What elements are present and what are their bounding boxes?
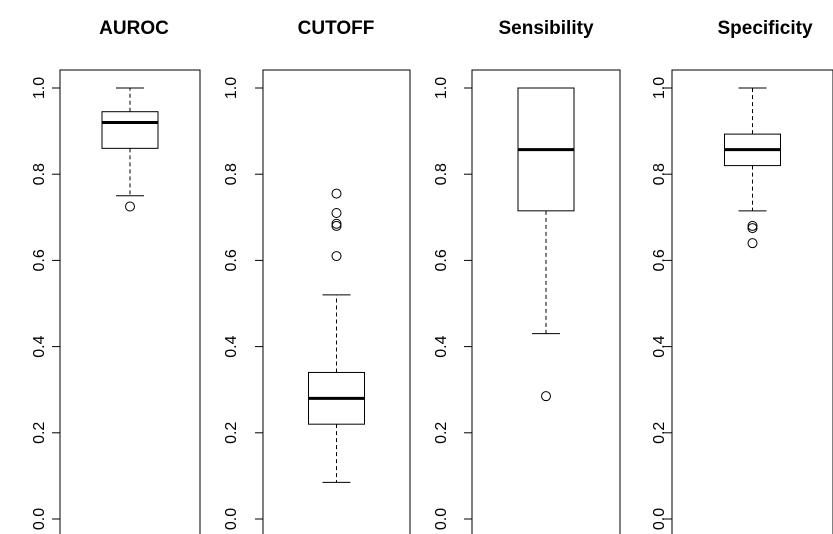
y-tick-label: 0.6 xyxy=(223,249,240,271)
outlier-point xyxy=(331,251,342,262)
outlier-point xyxy=(331,207,342,218)
y-tick-label: 0.2 xyxy=(223,422,240,444)
y-tick-label: 0.8 xyxy=(433,163,450,185)
y-tick-label: 0.6 xyxy=(651,249,668,271)
y-tick-label: 0.4 xyxy=(433,335,450,357)
outlier-point xyxy=(747,220,758,231)
outlier-point xyxy=(747,223,758,234)
outlier-point xyxy=(541,391,551,402)
panel-sensibility: Sensibility 0.0 0.2 0.4 0.6 0.8 1.0 xyxy=(433,18,621,534)
chart-title: Sensibility xyxy=(498,18,593,39)
y-tick-label: 0.2 xyxy=(651,422,668,444)
outlier-point xyxy=(331,220,342,231)
y-tick-label: 1.0 xyxy=(651,77,668,99)
iqr-box xyxy=(101,111,159,149)
y-tick-label: 0.4 xyxy=(223,335,240,357)
panel-auroc: AUROC 0.0 0.2 0.4 0.6 0.8 1.0 xyxy=(31,18,201,534)
plot-frame xyxy=(671,69,833,534)
y-tick-label: 0.4 xyxy=(651,335,668,357)
plot-frame xyxy=(471,69,621,534)
chart-title: AUROC xyxy=(99,18,169,39)
y-tick-label: 0.2 xyxy=(31,422,48,444)
y-tick-label: 0.8 xyxy=(31,163,48,185)
panel-specificity: Specificity 0.0 0.2 0.4 0.6 0.8 1.0 xyxy=(651,18,833,534)
plot-frame xyxy=(262,69,411,534)
y-tick-label: 0.0 xyxy=(651,508,668,530)
y-tick-label: 0.8 xyxy=(223,163,240,185)
outlier-point xyxy=(125,201,135,212)
y-tick-label: 1.0 xyxy=(223,77,240,99)
outlier-point xyxy=(331,188,342,199)
y-tick-label: 1.0 xyxy=(433,77,450,99)
outlier-point xyxy=(747,238,758,249)
chart-title: Specificity xyxy=(717,18,812,39)
chart-title: CUTOFF xyxy=(298,18,375,39)
outlier-point xyxy=(331,218,342,229)
panel-cutoff: CUTOFF 0.0 0.2 0.4 0.6 0.8 1.0 xyxy=(223,18,411,534)
plot-frame xyxy=(59,69,201,534)
y-tick-label: 0.0 xyxy=(433,508,450,530)
y-tick-label: 0.6 xyxy=(433,249,450,271)
y-tick-label: 0.0 xyxy=(223,508,240,530)
y-tick-label: 0.8 xyxy=(651,163,668,185)
y-tick-label: 0.0 xyxy=(31,508,48,530)
y-tick-label: 0.2 xyxy=(433,422,450,444)
y-tick-label: 0.6 xyxy=(31,249,48,271)
y-tick-label: 1.0 xyxy=(31,77,48,99)
y-tick-label: 0.4 xyxy=(31,335,48,357)
